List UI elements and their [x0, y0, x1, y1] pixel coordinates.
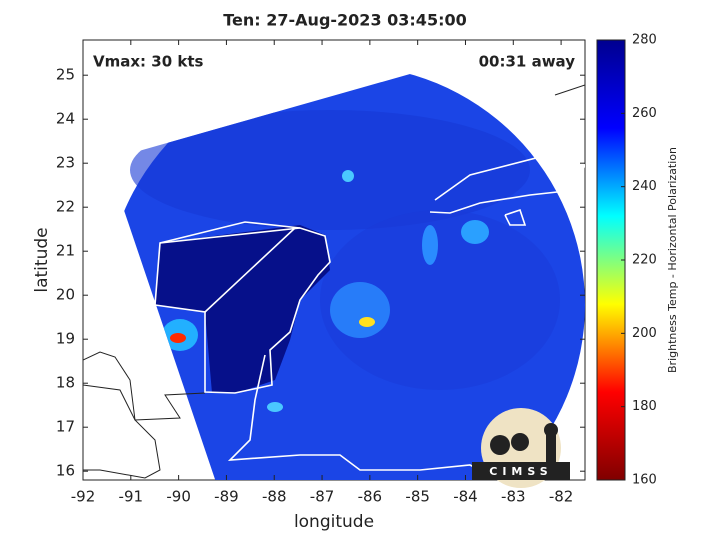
y-tick-label: 23: [56, 154, 75, 172]
logo-text: CIMSS: [489, 465, 552, 478]
x-tick-label: -87: [310, 488, 335, 506]
colorbar-tick-label: 200: [632, 326, 657, 341]
x-tick-label: -92: [71, 488, 96, 506]
colorbar-tick-label: 180: [632, 399, 657, 414]
colorbar-tick-label: 220: [632, 253, 657, 268]
y-tick-label: 18: [56, 374, 75, 392]
y-tick-label: 24: [56, 110, 75, 128]
annotation: Vmax: 30 kts: [93, 53, 203, 71]
annotation: 00:31 away: [479, 53, 576, 71]
colorbar-label: Brightness Temp - Horizontal Polarizatio…: [666, 147, 679, 373]
logo: CIMSS: [472, 408, 570, 488]
y-tick-label: 25: [56, 66, 75, 84]
y-tick-label: 20: [56, 286, 75, 304]
colorbar-tick-label: 260: [632, 106, 657, 121]
y-tick-label: 21: [56, 242, 75, 260]
x-tick-label: -90: [166, 488, 191, 506]
y-axis-label: latitude: [32, 227, 52, 292]
y-tick-label: 19: [56, 330, 75, 348]
imagery: [83, 65, 585, 480]
colorbar-tick-label: 240: [632, 179, 657, 194]
colorbar: [596, 39, 626, 481]
x-tick-label: -86: [358, 488, 383, 506]
chart-title: Ten: 27-Aug-2023 03:45:00: [223, 11, 466, 30]
x-tick-label: -88: [262, 488, 287, 506]
y-tick-label: 16: [56, 462, 75, 480]
x-tick-label: -82: [549, 488, 574, 506]
colorbar-tick-label: 160: [632, 473, 657, 488]
y-tick-label: 17: [56, 418, 75, 436]
x-tick-label: -83: [501, 488, 526, 506]
x-tick-label: -91: [119, 488, 144, 506]
x-tick-label: -84: [453, 488, 478, 506]
x-tick-label: -85: [405, 488, 430, 506]
colorbar-tick-label: 280: [632, 33, 657, 48]
x-axis-label: longitude: [294, 512, 374, 532]
y-tick-label: 22: [56, 198, 75, 216]
x-tick-label: -89: [214, 488, 239, 506]
